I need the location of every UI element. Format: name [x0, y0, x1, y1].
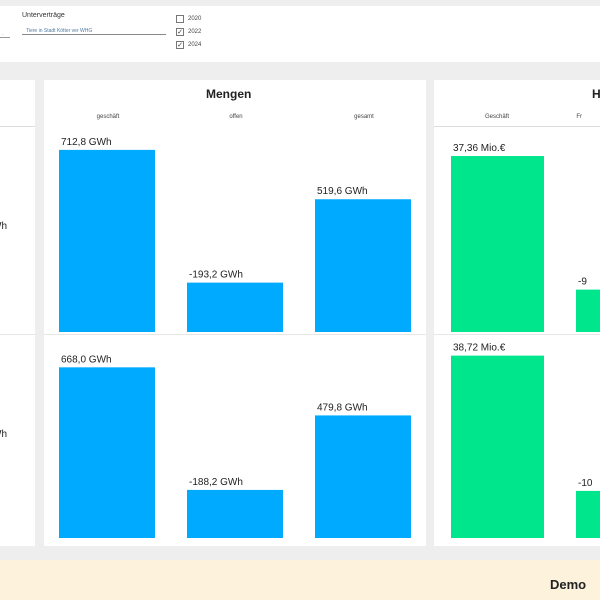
- euro-top-data-label-0: 37,36 Mio.€: [453, 143, 506, 154]
- checkbox-2020[interactable]: [176, 14, 184, 23]
- euro-bottom-bar-0[interactable]: [451, 355, 544, 538]
- euro-bottom-bar-1[interactable]: [576, 490, 600, 538]
- slicer-value: Tiere in Stadt Kötter ver WHG: [26, 28, 93, 34]
- mengen-bottom-bar-1[interactable]: [187, 489, 283, 538]
- column-header-fr: Fr: [576, 114, 582, 120]
- column-header-geschaeft: Geschäft: [484, 114, 509, 120]
- mengen-bottom-data-label-1: -188,2 GWh: [189, 477, 243, 488]
- filter-dropdown[interactable]: ·: [0, 12, 10, 38]
- year-option-2024[interactable]: ✓ 2024: [176, 38, 236, 51]
- filter-dropdown-value: ·: [2, 32, 4, 38]
- footer-text: Demo: [550, 577, 587, 592]
- checkbox-2022[interactable]: ✓: [176, 27, 184, 36]
- mengen-top-bar-1[interactable]: [187, 282, 283, 332]
- mengen-top-bar-2[interactable]: [315, 199, 411, 332]
- mengen-top-data-label-1: -193,2 GWh: [189, 270, 243, 281]
- year-label: 2024: [188, 41, 202, 48]
- contract-slicer[interactable]: Unterverträge Tiere in Stadt Kötter ver …: [22, 12, 166, 38]
- column-header-gesamt: gesamt: [354, 114, 374, 120]
- year-option-2020[interactable]: 2020: [176, 12, 236, 25]
- left-panel: Wh Wh: [0, 80, 35, 546]
- column-header-geschaeft: geschäft: [96, 114, 120, 120]
- euro-panel: H Geschäft Fr 37,36 Mio.€ -9 38,72 Mio.€ -1…: [434, 80, 600, 546]
- row-divider: [434, 334, 600, 335]
- euro-top-data-label-1: -9: [578, 277, 587, 288]
- mengen-top-bar-0[interactable]: [59, 149, 155, 332]
- euro-top-bar-1[interactable]: [576, 289, 600, 332]
- mengen-bottom-data-label-0: 668,0 GWh: [61, 354, 112, 365]
- header-line: [434, 126, 600, 127]
- checkbox-2024[interactable]: ✓: [176, 40, 184, 49]
- mengen-chart: 712,8 GWh -193,2 GWh 519,6 GWh 668,0 GWh -18…: [59, 137, 411, 538]
- euro-bottom-data-label-1: -10: [578, 478, 593, 489]
- year-option-2022[interactable]: ✓ 2022: [176, 25, 236, 38]
- row-divider: [44, 334, 426, 335]
- panel-title: H: [592, 87, 600, 101]
- year-label: 2022: [188, 28, 202, 35]
- mengen-top-data-label-0: 712,8 GWh: [61, 137, 112, 148]
- row-divider: [0, 334, 35, 335]
- header-line: [0, 126, 35, 127]
- slicer-title: Unterverträge: [22, 12, 65, 19]
- mengen-bottom-data-label-2: 479,8 GWh: [317, 402, 368, 413]
- left-value-label: Wh: [0, 221, 7, 232]
- year-filter: 2020 ✓ 2022 ✓ 2024: [176, 12, 236, 51]
- filter-bar: · Unterverträge Tiere in Stadt Kötter ve…: [0, 6, 600, 62]
- panel-title: Mengen: [206, 87, 252, 101]
- left-value-label: Wh: [0, 429, 7, 440]
- column-header-offen: offen: [229, 114, 243, 120]
- year-label: 2020: [188, 15, 202, 22]
- euro-chart: 37,36 Mio.€ -9 38,72 Mio.€ -10: [451, 143, 600, 538]
- mengen-bottom-bar-0[interactable]: [59, 367, 155, 538]
- mengen-bottom-bar-2[interactable]: [315, 415, 411, 538]
- euro-bottom-data-label-0: 38,72 Mio.€: [453, 343, 506, 354]
- euro-top-bar-0[interactable]: [451, 156, 544, 332]
- slicer-dropdown[interactable]: Tiere in Stadt Kötter ver WHG: [22, 23, 166, 35]
- mengen-panel: Mengen geschäft offen gesamt 712,8 GWh -1…: [44, 80, 426, 546]
- footer-banner: Demo: [0, 560, 600, 600]
- mengen-top-data-label-2: 519,6 GWh: [317, 186, 368, 197]
